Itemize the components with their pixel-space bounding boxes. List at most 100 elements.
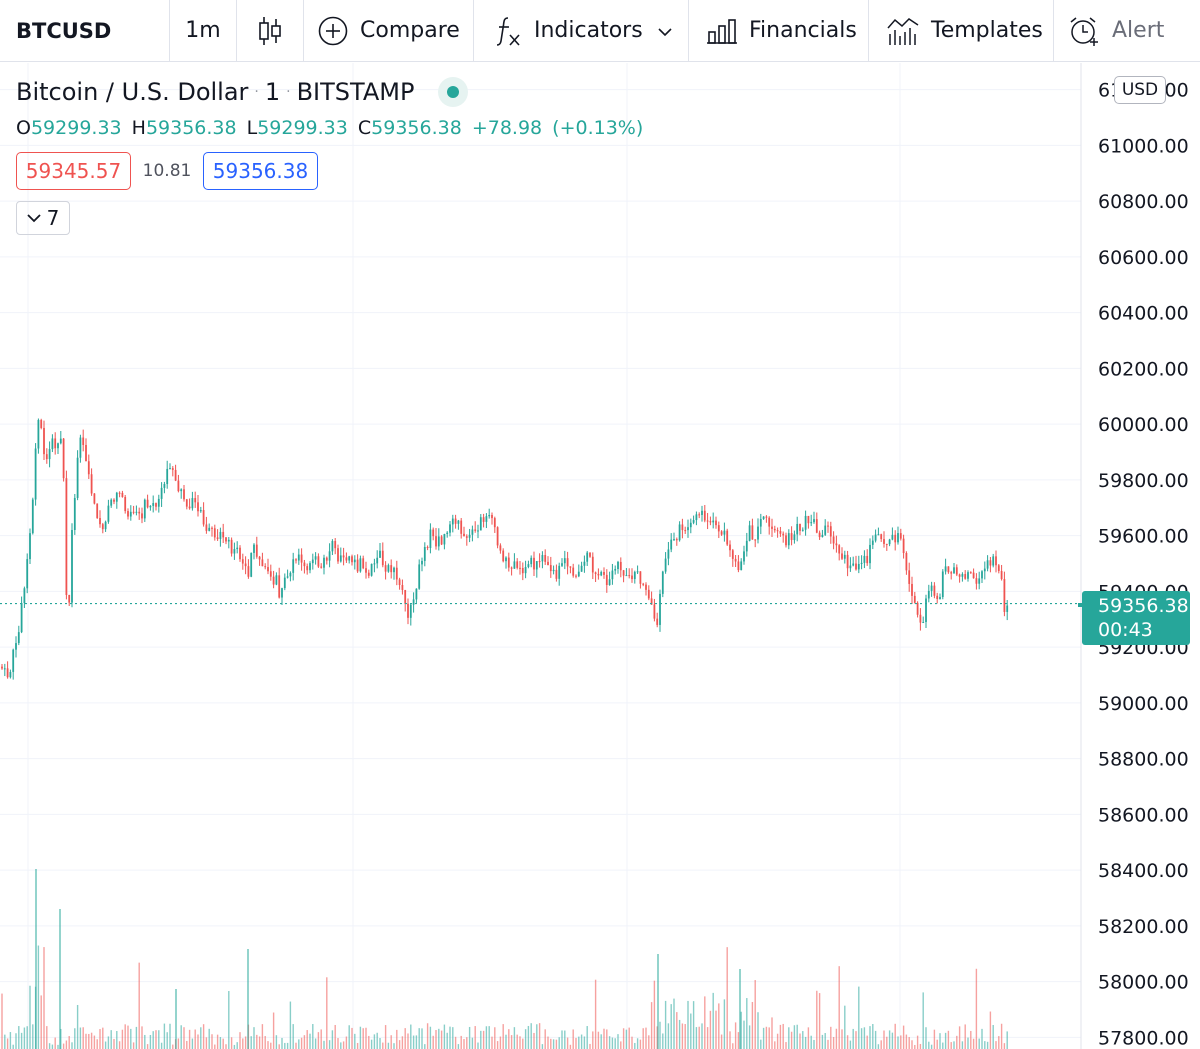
volume-bar <box>625 1029 628 1049</box>
candle-body <box>771 526 773 529</box>
volume-bar <box>611 1037 614 1049</box>
volume-bar <box>309 1033 311 1049</box>
volume-bar <box>188 1029 191 1049</box>
volume-bar <box>317 1032 320 1049</box>
bid-ask-row: 59345.57 10.81 59356.38 <box>16 152 643 190</box>
candle-body <box>731 550 734 559</box>
candle-body <box>390 565 393 573</box>
price-axis[interactable]: 61200.0061000.0060800.0060600.0060400.00… <box>1098 80 1189 1049</box>
candle-body <box>155 503 157 507</box>
market-open-status-icon[interactable] <box>438 77 469 107</box>
volume-bar <box>200 1027 202 1049</box>
candle-body <box>964 574 967 579</box>
volume-bar <box>351 1027 353 1049</box>
candle-body <box>891 534 894 540</box>
candle-body <box>958 574 961 577</box>
volume-bar <box>432 1035 434 1049</box>
chevron-down-icon[interactable] <box>658 18 672 43</box>
candle-body <box>821 534 824 538</box>
volume-bar <box>673 998 675 1049</box>
sell-price-button[interactable]: 59345.57 <box>16 152 131 190</box>
volume-bar <box>250 1036 252 1049</box>
volume-bar <box>958 1026 961 1049</box>
chart-grid <box>0 63 1081 1049</box>
candle-body <box>572 567 575 576</box>
volume-bar <box>575 1037 577 1049</box>
volume-bar <box>496 1041 499 1049</box>
templates-button[interactable]: Templates <box>869 0 1054 62</box>
candle-body <box>180 489 183 492</box>
candle-body <box>82 437 85 445</box>
volume-bar <box>659 1021 661 1049</box>
volume-bar <box>947 1030 950 1049</box>
instrument-name[interactable]: Bitcoin / U.S. Dollar <box>16 78 249 106</box>
candle-body <box>681 524 684 531</box>
volume-bar <box>894 1023 896 1049</box>
volume-bar <box>667 1023 670 1049</box>
volume-bar <box>242 1038 244 1049</box>
candle-body <box>841 553 843 559</box>
volume-bar <box>51 1044 54 1049</box>
volume-bar <box>65 1040 68 1049</box>
candle-body <box>633 571 636 580</box>
volume-bar <box>390 1035 392 1049</box>
volume-bar <box>657 954 659 1049</box>
volume-bar <box>43 947 45 1049</box>
candle-body <box>723 530 726 535</box>
price-chart[interactable]: 61200.0061000.0060800.0060600.0060400.00… <box>0 63 1200 1049</box>
volume-bar <box>57 1044 59 1049</box>
indicators-button[interactable]: Indicators <box>474 0 689 62</box>
interval-button[interactable]: 1m <box>170 0 237 62</box>
symbol-search-button[interactable]: BTCUSD <box>0 0 170 62</box>
candle-body <box>524 566 527 574</box>
currency-badge[interactable]: USD <box>1114 76 1166 104</box>
volume-bar <box>709 1010 712 1049</box>
volume-bar <box>104 1041 107 1049</box>
volume-bar <box>888 1030 891 1049</box>
volume-bar <box>102 1027 104 1049</box>
candle-body <box>101 524 104 530</box>
candle-body <box>673 539 675 541</box>
candle-body <box>143 499 146 519</box>
volume-bar <box>552 1039 555 1049</box>
compare-button[interactable]: Compare <box>304 0 474 62</box>
candle-body <box>888 539 891 545</box>
indicators-toggle-button[interactable]: 7 <box>16 201 70 235</box>
volume-bar <box>866 1035 868 1049</box>
candle-body <box>37 419 40 449</box>
alert-button[interactable]: Alert <box>1054 0 1200 62</box>
candle-body <box>353 559 356 563</box>
volume-bar <box>208 1028 210 1049</box>
candle-body <box>706 520 709 522</box>
candle-body <box>552 569 555 572</box>
volume-bar <box>334 1024 336 1049</box>
volume-bar <box>155 1030 157 1049</box>
candle-body <box>183 489 185 500</box>
volume-bar <box>463 1039 465 1049</box>
candle-body <box>351 556 353 563</box>
interval-label: 1m <box>185 18 221 43</box>
volume-bar <box>60 1028 62 1049</box>
candle-body <box>451 518 454 525</box>
volume-bar <box>54 1037 56 1049</box>
volume-bar <box>877 1044 880 1049</box>
volume-bar <box>751 1001 754 1049</box>
candle-body <box>227 539 230 542</box>
candle-body <box>29 533 31 560</box>
volume-bar <box>919 1043 922 1049</box>
candle-body <box>617 561 619 569</box>
financials-label: Financials <box>749 18 857 43</box>
candle-body <box>729 544 731 551</box>
candle-body <box>754 539 757 541</box>
candle-body <box>824 525 827 535</box>
volume-bar <box>113 1038 115 1049</box>
financials-button[interactable]: Financials <box>689 0 869 62</box>
chart-type-button[interactable] <box>237 0 304 62</box>
volume-bar <box>639 1039 642 1049</box>
volume-bar <box>830 1026 832 1049</box>
volume-bar <box>790 1031 793 1049</box>
volume-bar <box>564 1030 566 1049</box>
candle-body <box>569 566 572 568</box>
buy-price-button[interactable]: 59356.38 <box>203 152 318 190</box>
volume-bar <box>211 1034 213 1049</box>
